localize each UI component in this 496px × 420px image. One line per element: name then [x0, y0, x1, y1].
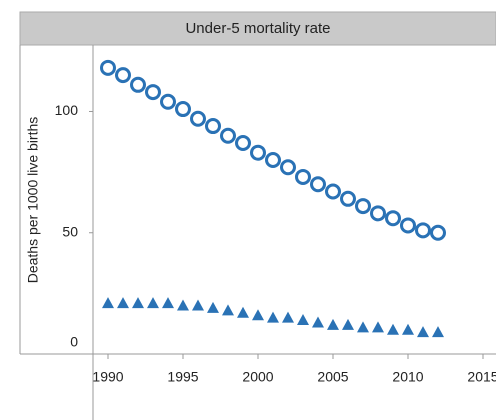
point	[192, 299, 204, 311]
point	[297, 314, 309, 326]
point	[267, 311, 279, 323]
point	[372, 321, 384, 333]
point	[387, 323, 399, 335]
y-tick-label: 50	[62, 223, 78, 239]
point	[327, 318, 339, 330]
point	[325, 183, 341, 200]
point	[310, 176, 326, 193]
point	[102, 297, 114, 309]
x-tick-label: 2005	[317, 369, 348, 385]
point	[252, 309, 264, 321]
point	[117, 297, 129, 309]
point	[190, 110, 206, 127]
point	[237, 306, 249, 318]
point	[132, 297, 144, 309]
point	[145, 84, 161, 101]
y-tick-label: 100	[55, 102, 79, 118]
point	[402, 323, 414, 335]
y-axis-label: Deaths per 1000 live births	[25, 117, 41, 284]
chart-title: Under-5 mortality rate	[185, 20, 330, 37]
x-tick-label: 2000	[242, 369, 273, 385]
point	[265, 151, 281, 168]
point	[355, 198, 371, 215]
point	[250, 144, 266, 161]
point	[222, 304, 234, 316]
point	[430, 224, 446, 241]
point	[175, 101, 191, 118]
point	[295, 168, 311, 185]
point	[417, 326, 429, 338]
point	[160, 93, 176, 110]
point	[357, 321, 369, 333]
point	[282, 311, 294, 323]
point	[207, 301, 219, 313]
x-tick-label: 2015	[467, 369, 496, 385]
x-tick-label: 1990	[92, 369, 123, 385]
point	[415, 222, 431, 239]
point	[312, 316, 324, 328]
title-bar	[19, 11, 496, 46]
point	[177, 299, 189, 311]
x-tick-label: 2010	[392, 369, 423, 385]
point	[205, 118, 221, 135]
point	[280, 159, 296, 176]
point	[220, 127, 236, 144]
point	[115, 67, 131, 84]
point	[385, 210, 401, 227]
point	[100, 59, 116, 76]
point	[130, 76, 146, 93]
point	[370, 205, 386, 222]
point	[235, 135, 251, 152]
point	[162, 297, 174, 309]
point	[340, 190, 356, 207]
point	[147, 297, 159, 309]
point	[400, 217, 416, 234]
point	[342, 318, 354, 330]
point	[432, 326, 444, 338]
y-tick-label: 0	[70, 334, 78, 350]
x-tick-label: 1995	[167, 369, 198, 385]
